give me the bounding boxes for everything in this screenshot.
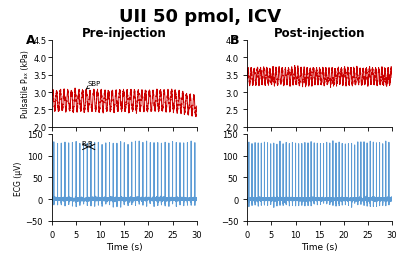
X-axis label: Time (s): Time (s) (106, 242, 143, 251)
X-axis label: Time (s): Time (s) (301, 242, 338, 251)
Text: A: A (26, 34, 36, 47)
Title: Pre-injection: Pre-injection (82, 26, 167, 39)
Y-axis label: ECG (µV): ECG (µV) (14, 161, 23, 195)
Text: SBP: SBP (86, 81, 100, 90)
Text: B: B (230, 34, 240, 47)
Text: R-R: R-R (82, 140, 93, 146)
Title: Post-injection: Post-injection (274, 26, 366, 39)
Text: UII 50 pmol, ICV: UII 50 pmol, ICV (119, 8, 281, 26)
Y-axis label: Pulsatile Pₐₓ (kPa): Pulsatile Pₐₓ (kPa) (22, 50, 30, 118)
